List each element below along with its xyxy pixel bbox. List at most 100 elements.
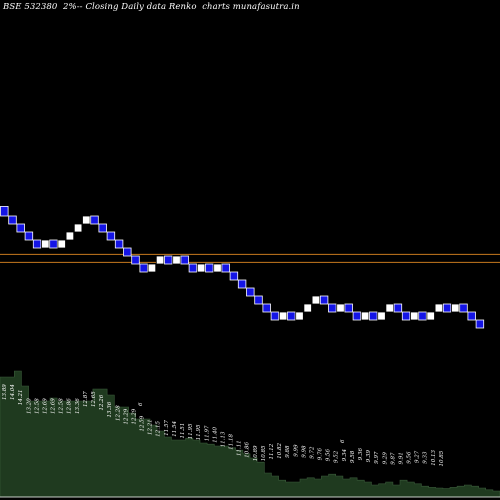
volume-area: [0, 370, 500, 498]
volume-layer: [0, 370, 500, 498]
price-label: 12.86: [67, 398, 73, 414]
renko-brick-up: [303, 303, 312, 313]
price-label: 12.15: [156, 421, 162, 437]
price-label: 10.86: [245, 442, 251, 458]
price-label: 11.12: [269, 443, 275, 459]
renko-brick-down: [180, 255, 189, 265]
renko-brick-up: [336, 303, 345, 313]
price-label: 13.89: [2, 384, 8, 400]
renko-brick-down: [90, 215, 99, 225]
price-label: 9.39: [366, 450, 372, 463]
price-label: 9.58: [350, 450, 356, 463]
price-label: 11.51: [180, 423, 186, 439]
renko-brick-up: [426, 311, 435, 321]
price-label: 12.29: [132, 408, 138, 424]
renko-brick-up: [147, 263, 157, 273]
price-label: 12.29: [123, 408, 129, 424]
renko-brick-up: [377, 311, 386, 321]
renko-brick-up: [57, 239, 66, 249]
price-label: 9.72: [310, 446, 316, 459]
renko-brick-up: [73, 223, 83, 233]
price-label: 12.28: [115, 405, 121, 421]
price-label: 10.89: [253, 445, 259, 461]
extra-label: 6: [340, 439, 346, 443]
renko-brick-down: [393, 303, 403, 313]
renko-brick-down: [8, 215, 17, 225]
price-label: 11.54: [172, 421, 178, 437]
price-label: 9.56: [326, 449, 332, 462]
price-label: 11.11: [237, 440, 243, 456]
renko-brick-down: [139, 263, 148, 273]
renko-brick-up: [196, 263, 206, 273]
price-label: 12.26: [99, 394, 105, 410]
renko-brick-down: [221, 263, 230, 273]
price-label: 12.87: [83, 391, 89, 407]
renko-brick-down: [123, 247, 132, 257]
renko-brick-down: [32, 239, 42, 249]
renko-brick-up: [41, 239, 50, 249]
renko-brick-down: [106, 231, 116, 241]
price-label: 11.13: [221, 431, 227, 447]
reference-lines: [0, 253, 500, 263]
renko-brick-down: [164, 255, 173, 265]
renko-brick-down: [131, 255, 140, 265]
renko-brick-up: [385, 303, 394, 313]
price-label: 9.87: [390, 452, 396, 465]
renko-brick-down: [16, 223, 25, 233]
renko-brick-down: [344, 303, 353, 313]
price-label: 11.95: [188, 423, 194, 439]
renko-brick-down: [98, 223, 107, 233]
price-label: 10.85: [439, 450, 445, 466]
renko-brick-down: [475, 319, 485, 329]
price-label: 9.99: [293, 444, 299, 457]
renko-brick-up: [213, 263, 222, 273]
renko-brick-up: [360, 311, 370, 321]
price-label: 11.40: [212, 426, 218, 442]
renko-brick-down: [229, 271, 239, 281]
renko-brick-up: [451, 303, 460, 313]
price-label: 9.34: [342, 449, 348, 462]
price-label: 10.82: [277, 443, 283, 459]
renko-brick-down: [401, 311, 411, 321]
renko-brick-down: [114, 239, 124, 249]
renko-brick-down: [270, 311, 280, 321]
price-label: 14.21: [18, 390, 24, 406]
price-label: 9.33: [423, 451, 429, 464]
price-label: 9.98: [301, 445, 307, 458]
price-label: 12.69: [43, 398, 49, 414]
renko-brick-down: [467, 311, 476, 321]
renko-brick-down: [319, 295, 329, 305]
extra-label: 6: [138, 402, 144, 406]
price-label: 9.88: [285, 445, 291, 458]
renko-brick-down: [188, 263, 198, 273]
renko-brick-down: [442, 303, 452, 313]
brick-layer: [0, 205, 485, 329]
renko-brick-up: [82, 215, 91, 225]
renko-brick-down: [246, 287, 255, 297]
renko-brick-up: [295, 311, 304, 321]
price-label: 9.97: [374, 451, 380, 464]
price-label: 10.85: [261, 445, 267, 461]
renko-brick-down: [237, 279, 247, 289]
price-label: 12.69: [51, 398, 57, 414]
renko-brick-down: [205, 263, 214, 273]
price-label: 13.36: [75, 398, 81, 414]
renko-brick-up: [172, 255, 181, 265]
price-label: 13.36: [107, 401, 113, 417]
price-label: 9.29: [382, 452, 388, 465]
price-label: 9.27: [415, 450, 421, 463]
renko-brick-up: [155, 255, 165, 265]
price-label: 12.58: [59, 398, 65, 414]
price-label: 9.36: [358, 447, 364, 460]
price-label: 11.97: [204, 425, 210, 441]
price-label: 12.21: [148, 419, 154, 435]
renko-brick-down: [352, 311, 362, 321]
price-label: 14.04: [10, 384, 16, 400]
price-label: 11.95: [196, 424, 202, 440]
price-label: 9.56: [407, 451, 413, 464]
chart-title: BSE 532380 2%-- Closing Daily data Renko…: [3, 2, 300, 12]
renko-brick-down: [369, 311, 378, 321]
price-label: 9.52: [334, 450, 340, 463]
